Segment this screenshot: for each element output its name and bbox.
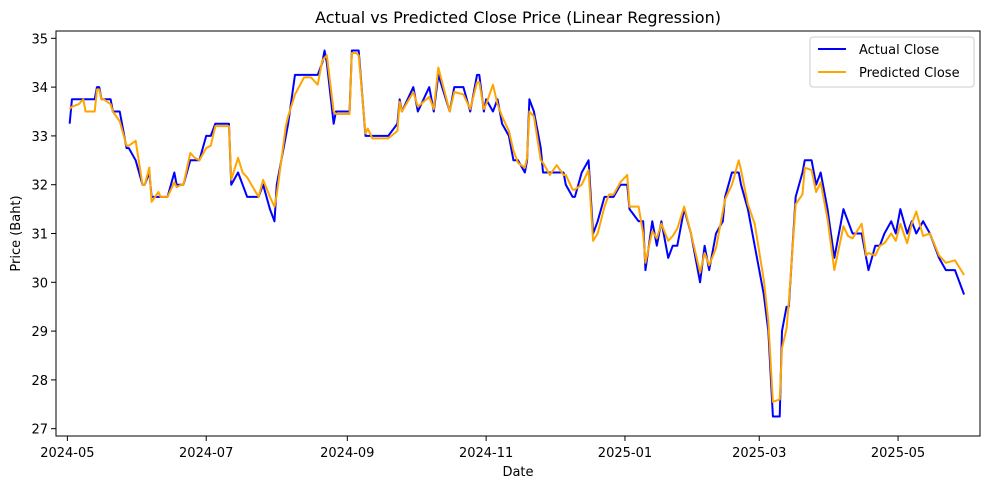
y-tick-label: 28 bbox=[31, 374, 48, 389]
legend-box bbox=[809, 36, 975, 88]
predicted-close-line bbox=[68, 51, 965, 403]
series-layer bbox=[68, 49, 966, 418]
y-tick-label: 27 bbox=[31, 423, 48, 438]
y-tick-label: 31 bbox=[31, 228, 48, 243]
x-tick-label: 2025-03 bbox=[732, 446, 786, 461]
x-tick-label: 2024-07 bbox=[179, 446, 233, 461]
legend-label-actual: Actual Close bbox=[859, 43, 939, 58]
y-axis-title: Price (Baht) bbox=[9, 195, 24, 271]
y-tick-label: 30 bbox=[31, 276, 48, 291]
y-tick-label: 33 bbox=[31, 130, 48, 145]
plot-area bbox=[56, 31, 980, 436]
x-tick-label: 2025-05 bbox=[871, 446, 925, 461]
x-tick-label: 2024-05 bbox=[40, 446, 94, 461]
y-axis: 27 28 29 30 31 32 33 34 35 bbox=[31, 32, 56, 438]
legend: Actual Close Predicted Close bbox=[809, 36, 975, 88]
x-axis: 2024-05 2024-07 2024-09 2024-11 2025-01 2025-… bbox=[40, 436, 925, 461]
x-axis-title: Date bbox=[502, 465, 533, 480]
y-tick-label: 35 bbox=[31, 32, 48, 47]
x-tick-label: 2024-09 bbox=[320, 446, 374, 461]
y-tick-label: 29 bbox=[31, 325, 48, 340]
y-tick-label: 34 bbox=[31, 81, 48, 96]
x-tick-label: 2024-11 bbox=[459, 446, 513, 461]
legend-label-predicted: Predicted Close bbox=[859, 66, 960, 81]
y-tick-label: 32 bbox=[31, 179, 48, 194]
actual-close-line bbox=[68, 49, 966, 418]
chart-title: Actual vs Predicted Close Price (Linear … bbox=[315, 8, 721, 27]
x-tick-label: 2025-01 bbox=[598, 446, 652, 461]
